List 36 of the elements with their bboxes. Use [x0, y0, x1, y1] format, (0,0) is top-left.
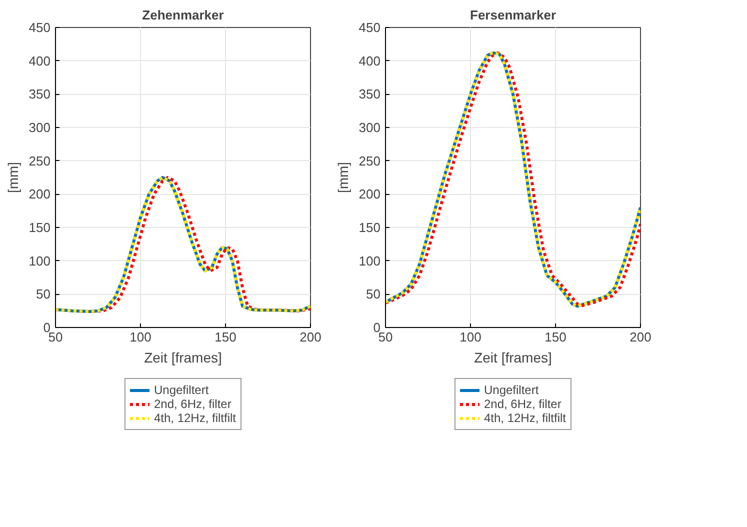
x-tick-label: 200 — [630, 330, 652, 344]
x-axis-title: Zeit [frames] — [144, 350, 222, 366]
y-axis-title: [mm] — [4, 162, 21, 194]
x-tick-label: 100 — [460, 330, 482, 344]
legend-label: Ungefiltert — [154, 383, 209, 397]
y-tick-label: 200 — [358, 186, 381, 202]
y-tick-label: 200 — [28, 186, 51, 202]
y-tick-label: 100 — [358, 253, 381, 268]
y-tick-label: 300 — [358, 120, 381, 135]
y-tick-label: 450 — [358, 20, 381, 35]
y-tick-label: 400 — [358, 53, 381, 68]
x-tick-label: 100 — [130, 330, 152, 344]
legend-label: 4th, 12Hz, filtfilt — [484, 411, 566, 425]
y-axis-title: [mm] — [334, 162, 351, 194]
y-tick-label: 150 — [358, 220, 381, 235]
x-tick-label: 200 — [300, 330, 322, 344]
y-tick-label: 100 — [28, 253, 51, 268]
x-axis-title: Zeit [frames] — [474, 350, 552, 366]
y-tick-label: 400 — [28, 53, 51, 68]
chart-title: Fersenmarker — [470, 8, 556, 22]
y-tick-label: 450 — [28, 20, 51, 35]
chart-title: Zehenmarker — [142, 8, 224, 22]
x-tick-label: 150 — [214, 330, 236, 344]
legend-label: Ungefiltert — [484, 383, 539, 397]
y-tick-label: 50 — [366, 286, 381, 302]
y-tick-label: 350 — [358, 86, 381, 102]
y-tick-label: 250 — [28, 153, 51, 168]
y-tick-label: 250 — [358, 153, 381, 168]
legend-label: 2nd, 6Hz, filter — [484, 397, 562, 411]
y-tick-label: 350 — [28, 86, 51, 102]
legend-label: 4th, 12Hz, filtfilt — [154, 411, 236, 425]
y-tick-label: 300 — [28, 120, 51, 135]
y-tick-label: 150 — [28, 220, 51, 235]
x-tick-label: 150 — [544, 330, 566, 344]
legend-label: 2nd, 6Hz, filter — [154, 397, 232, 411]
y-tick-label: 50 — [36, 286, 51, 302]
